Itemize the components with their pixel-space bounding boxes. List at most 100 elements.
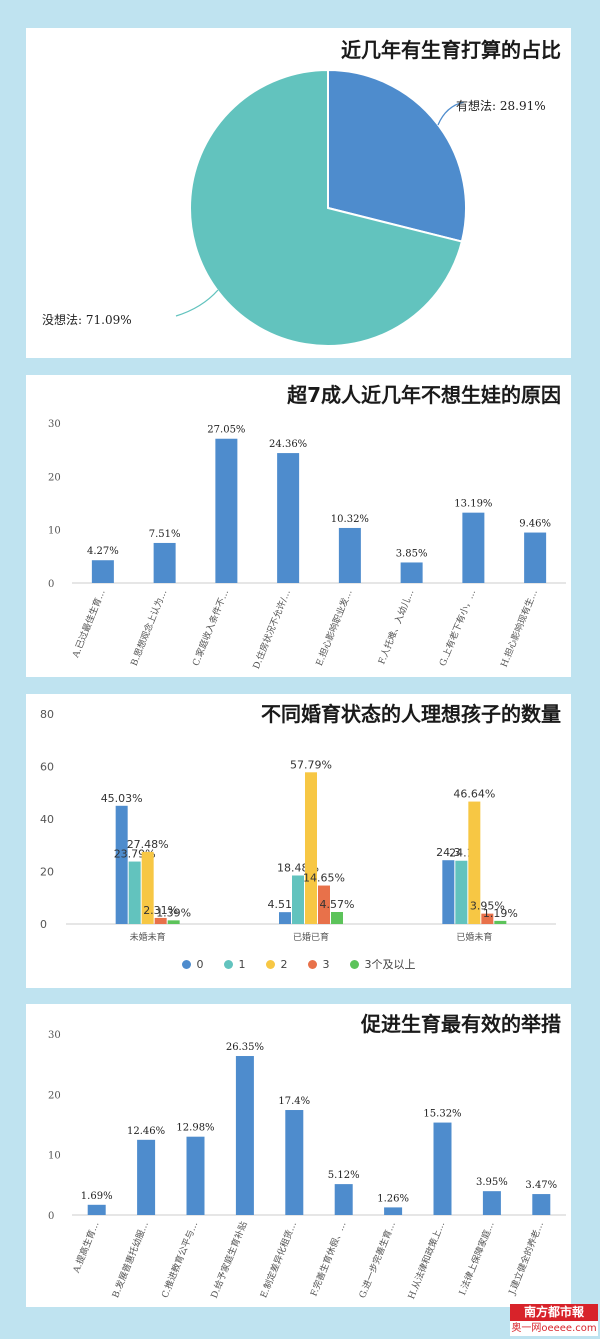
legend-item: 2 xyxy=(265,956,288,972)
category-label: F.人托难、入幼儿… xyxy=(375,588,416,666)
legend-label: 0 xyxy=(196,957,204,971)
category-label: J.建立健全的养老… xyxy=(505,1220,546,1298)
y-tick-label: 80 xyxy=(40,708,54,721)
leader-line xyxy=(437,101,465,126)
y-tick-label: 30 xyxy=(48,419,61,430)
category-label: B.发展普惠托幼服… xyxy=(109,1220,151,1300)
data-label: 1.69% xyxy=(81,1191,113,1202)
bar xyxy=(334,1184,353,1215)
data-label: 12.46% xyxy=(127,1126,165,1137)
data-label: 3.85% xyxy=(396,548,428,559)
data-label: 27.05% xyxy=(207,425,245,436)
y-tick-label: 0 xyxy=(48,1211,54,1222)
legend-dot-icon xyxy=(307,959,317,969)
bar xyxy=(400,562,423,583)
data-label: 13.19% xyxy=(454,499,492,510)
measures-bar-chart: 0 10 20 30 1.69% A.提高生育… 12.46% B.发展普惠托幼服… 12.98… xyxy=(48,1030,566,1301)
category-label: B.思想观念上认为… xyxy=(128,588,170,668)
category-label: H.担心影响现有生… xyxy=(498,588,540,669)
bar xyxy=(285,1110,304,1215)
reasons-bar-chart: 0 10 20 30 4.27% A.已过最佳生育… 7.51% B.思想观念上认为… 27.0… xyxy=(48,419,566,671)
bar xyxy=(141,851,154,924)
data-label: 5.12% xyxy=(328,1170,360,1181)
bar xyxy=(115,805,128,924)
data-label: 9.46% xyxy=(519,519,551,530)
data-label: 1.39% xyxy=(156,906,191,919)
chart-title: 促进生育最有效的举措 xyxy=(361,1012,561,1036)
data-label: 3.95% xyxy=(470,900,505,913)
ideal-children-bar-chart: 02040608045.03%23.79%27.48%2.31%1.39%未婚未… xyxy=(40,708,556,943)
data-label: 3.47% xyxy=(525,1180,557,1191)
legend-item: 3 xyxy=(307,956,330,972)
category-label: D.住房状况不允许/… xyxy=(250,588,293,671)
chart-title: 近几年有生育打算的占比 xyxy=(341,38,561,62)
legend-dot-icon xyxy=(181,959,191,969)
bar xyxy=(154,917,167,924)
bar xyxy=(338,527,361,583)
bar xyxy=(482,1191,501,1215)
logo-site: 奥一网oeeee.com xyxy=(510,1321,598,1336)
category-label: C.推进教育公平与… xyxy=(159,1220,201,1300)
data-label: 1.26% xyxy=(377,1193,409,1204)
y-tick-label: 0 xyxy=(40,918,47,931)
y-tick-label: 20 xyxy=(48,472,61,483)
category-label: G.上有老下有小，… xyxy=(436,588,478,668)
category-label: A.提高生育… xyxy=(70,1220,102,1276)
bar xyxy=(318,885,330,924)
data-label: 17.4% xyxy=(278,1096,310,1107)
category-label: E.担心影响职业发… xyxy=(313,588,355,668)
category-label: 未婚未育 xyxy=(130,931,166,943)
category-label: A.已过最佳生育… xyxy=(69,588,108,661)
y-tick-label: 60 xyxy=(40,761,54,774)
pie-slice xyxy=(327,68,467,243)
data-label: 24.1 xyxy=(449,847,474,860)
legend-dot-icon xyxy=(223,959,233,969)
y-tick-label: 30 xyxy=(48,1030,61,1041)
data-label: 2.31% xyxy=(143,904,178,917)
data-label: 3.95% xyxy=(476,1177,508,1188)
category-label: H.从法律和政策上… xyxy=(405,1220,447,1301)
y-tick-label: 10 xyxy=(48,1151,61,1162)
category-label: D.给予家庭生育补贴 xyxy=(208,1220,250,1300)
legend-item: 0 xyxy=(181,956,204,972)
data-label: 24.36% xyxy=(269,439,307,450)
bar xyxy=(87,1204,106,1215)
chart-title: 不同婚育状态的人理想孩子的数量 xyxy=(261,702,561,726)
data-label: 14.65% xyxy=(303,872,345,885)
chart-title: 超7成人近几年不想生娃的原因 xyxy=(287,383,561,407)
bar xyxy=(279,912,291,924)
leader-line xyxy=(175,289,219,317)
bar xyxy=(91,560,114,583)
legend-dot-icon xyxy=(265,959,275,969)
y-tick-label: 0 xyxy=(48,579,54,590)
bar xyxy=(305,772,317,924)
bar xyxy=(462,512,485,583)
data-label: 57.79% xyxy=(290,758,332,771)
data-label: 27.48% xyxy=(127,838,169,851)
bar xyxy=(331,912,343,924)
bar xyxy=(524,532,547,583)
data-label: 15.32% xyxy=(423,1109,461,1120)
y-tick-label: 20 xyxy=(48,1090,61,1101)
bar xyxy=(442,860,455,924)
bar xyxy=(292,875,304,924)
legend-label: 1 xyxy=(238,957,246,971)
bar xyxy=(384,1207,403,1215)
y-tick-label: 40 xyxy=(40,813,54,826)
data-label: 7.51% xyxy=(149,529,181,540)
bar xyxy=(277,453,300,583)
data-label: 4.57% xyxy=(320,898,355,911)
y-tick-label: 20 xyxy=(40,866,54,879)
data-label: 10.32% xyxy=(331,514,369,525)
pie-slice xyxy=(189,68,464,347)
legend-label: 3 xyxy=(322,957,330,971)
data-label: 46.64% xyxy=(453,788,495,801)
measures-chart-panel: 促进生育最有效的举措 0 10 20 30 1.69% A.提高生育… 12.46% B.发展… xyxy=(26,1004,571,1307)
bar xyxy=(137,1139,156,1215)
y-tick-label: 10 xyxy=(48,526,61,537)
pie-chart-panel: 近几年有生育打算的占比 有想法: 28.91% 没想法: 71.09% xyxy=(26,28,571,358)
chart-legend: 0 1 2 3 3个及以上 xyxy=(26,956,571,972)
data-label: 12.98% xyxy=(176,1123,214,1134)
data-label: 45.03% xyxy=(101,792,143,805)
legend-label: 3个及以上 xyxy=(364,958,416,971)
